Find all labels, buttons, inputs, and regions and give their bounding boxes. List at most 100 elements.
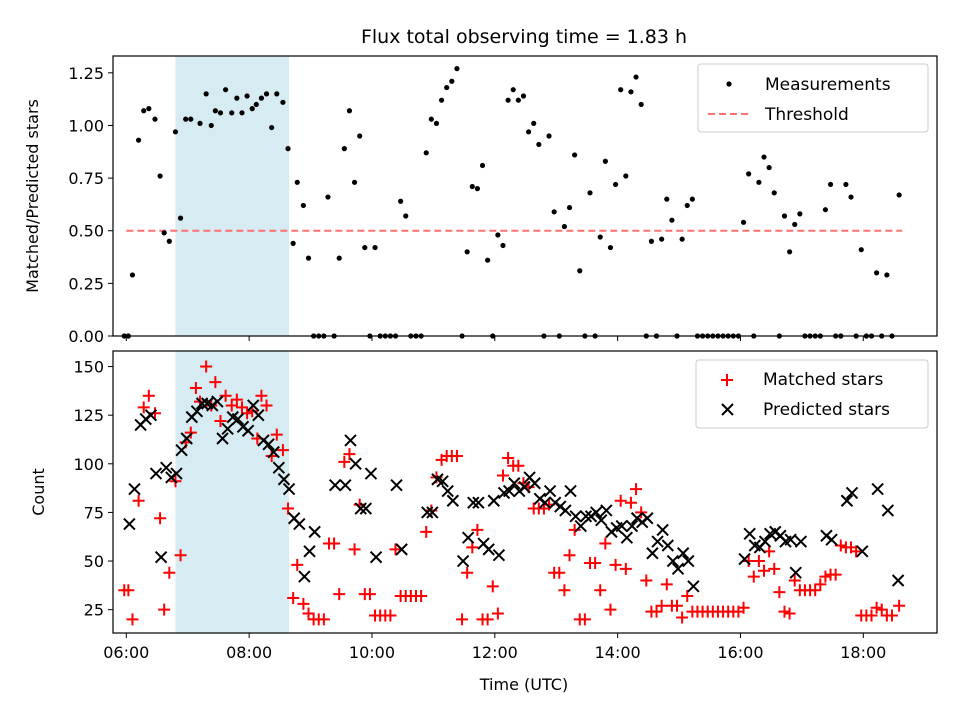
measurement-point [166,238,172,244]
matched-point [456,613,469,626]
measurement-point [797,211,803,217]
predicted-point [574,519,587,533]
measurement-point [398,198,404,204]
x-tick-label: 18:00 [840,643,886,662]
measurement-point [515,97,521,103]
predicted-point [676,547,690,560]
predicted-point [738,552,751,566]
x-tick-label: 10:00 [349,643,395,662]
x-tick-label: 12:00 [472,643,518,662]
predicted-point [595,513,608,527]
measurement-point [183,116,189,122]
measurement-point [638,101,644,108]
measurement-point [792,221,798,228]
predicted-point [216,432,229,445]
matched-point [819,570,832,583]
measurement-point [884,272,890,278]
measurement-point [217,110,224,116]
predicted-point [267,445,280,459]
predicted-point [569,510,582,523]
measurement-point [172,129,179,135]
measurement-point [157,173,163,179]
matched-point [343,448,356,461]
matched-point [599,537,612,550]
predicted-point [175,443,188,457]
top-y-tick-label: 1.00 [68,116,104,135]
matched-point [609,558,622,571]
measurement-point [269,124,275,131]
bottom-y-tick-label: 50 [84,552,104,571]
matched-point [219,389,232,402]
matched-point [870,601,883,614]
measurement-point [561,223,568,230]
matched-point [553,566,566,579]
predicted-point [349,457,362,471]
predicted-point [687,580,700,593]
predicted-point [180,432,193,445]
measurement-point [372,244,378,251]
matched-point [389,543,402,556]
measurement-point [325,194,331,200]
matched-point [209,376,222,389]
x-tick-label: 16:00 [717,643,763,662]
x-tick-label: 06:00 [103,643,149,662]
measurement-point [234,95,240,101]
measurement-point [525,129,532,135]
matched-point [834,539,847,552]
matched-point [809,584,822,597]
predicted-point [303,545,316,558]
measurement-point [500,242,506,249]
top-plot-frame [112,55,938,337]
matched-point [132,494,145,507]
matched-point [302,607,315,620]
predicted-point [298,570,311,583]
top-y-tick-label: 0.25 [68,274,104,293]
measurement-point [848,194,854,200]
measurement-point [896,192,902,198]
predicted-point [293,517,306,531]
matched-point [291,558,304,571]
measurement-point [602,158,608,164]
matched-point [154,512,167,525]
top-y-tick-label: 0.00 [68,327,104,346]
predicted-point [492,548,506,562]
predicted-point [364,467,378,480]
predicted-point [528,477,541,490]
predicted-point [508,477,521,490]
measurement-point [474,186,481,192]
top-shaded-span [175,56,290,336]
measurement-point [628,89,634,95]
measurement-point [485,257,491,263]
matched-point [241,407,254,420]
predicted-point [840,494,854,507]
predicted-point [272,461,286,474]
matched-point [558,584,571,597]
predicted-point [518,480,531,494]
matched-point [671,599,684,612]
matched-point [260,399,273,412]
measurement-point [746,171,752,177]
predicted-point [436,475,449,488]
series-matched-stars [118,360,906,626]
matched-point [328,537,341,550]
matched-point [635,506,648,519]
predicted-point [277,473,291,486]
predicted-point [620,531,634,544]
predicted-point [538,496,552,509]
bottom-y-tick-label: 75 [84,503,104,522]
matched-point [578,613,591,626]
top-legend: Measurements Threshold [697,63,929,133]
matched-point [137,401,150,414]
matched-point [348,543,361,556]
measurement-point [684,202,690,209]
matched-point [568,523,581,536]
measurement-point [536,141,542,148]
series-measurements [121,66,902,339]
predicted-point [190,405,204,418]
predicted-point [871,482,884,496]
predicted-point [671,562,685,576]
measurement-point [188,116,194,122]
measurement-point [510,87,516,93]
predicted-point [160,461,173,474]
measurement-point [285,146,291,152]
